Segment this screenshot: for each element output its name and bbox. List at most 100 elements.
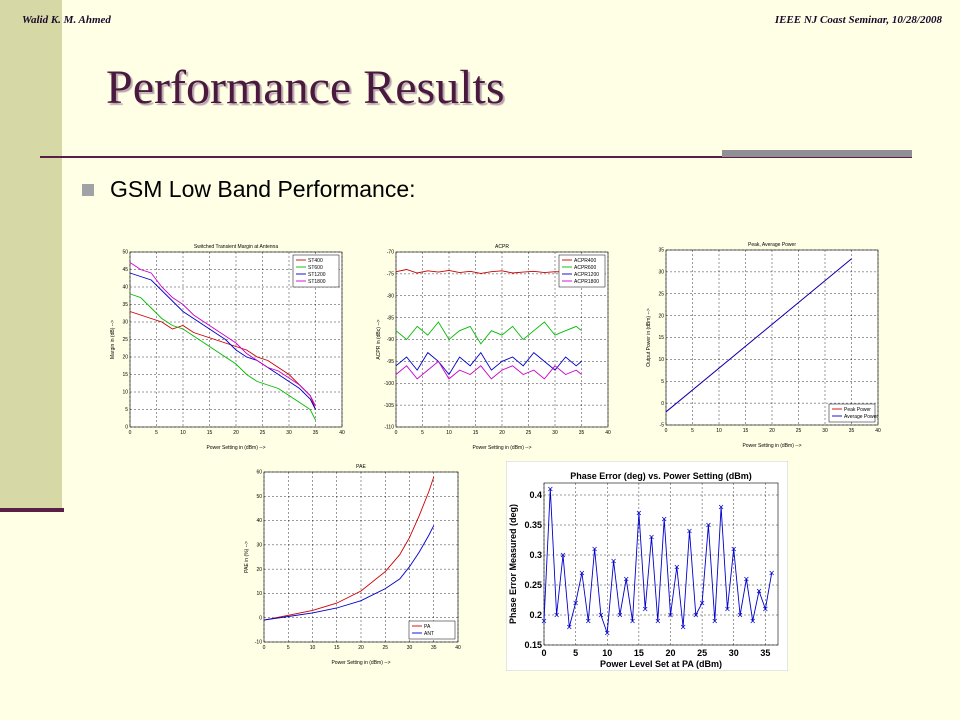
data-point-marker — [712, 618, 718, 624]
x-tick-label: 35 — [313, 430, 319, 436]
chart-transient-margin: 0 5 10 15 20 25 30 35 40 0 5 10 15 20 25 30 35 40 45 50 Swit… — [108, 238, 348, 453]
x-tick-label: 25 — [382, 645, 388, 651]
y-tick-label: 50 — [122, 250, 128, 256]
x-tick-label: 30 — [822, 428, 828, 434]
series-line — [129, 262, 316, 407]
series-line — [665, 258, 852, 413]
y-tick-label: 15 — [122, 372, 128, 378]
x-tick-label: 5 — [691, 428, 694, 434]
legend-label: ACPR400 — [574, 258, 596, 264]
legend-label: Peak Power — [844, 407, 871, 413]
y-tick-label: -110 — [384, 425, 394, 431]
data-point-marker — [763, 606, 768, 612]
x-tick-label: 10 — [310, 645, 316, 651]
legend-box — [408, 620, 456, 640]
x-tick-label: 5 — [421, 430, 424, 436]
y-tick-label: 10 — [256, 591, 262, 597]
x-tick-label: 25 — [796, 428, 802, 434]
chart-phase-error: 0 5 10 15 20 25 30 35 0.15 0.2 0.25 0.3 0.35 0.4 Phase… — [505, 460, 789, 672]
data-point-marker — [668, 612, 673, 618]
y-tick-label: 35 — [658, 248, 664, 254]
y-tick-label: 0.15 — [524, 640, 542, 650]
x-tick-label: 15 — [334, 645, 340, 651]
y-tick-label: -70 — [387, 250, 394, 256]
x-tick-label: 15 — [207, 430, 213, 436]
series-line — [395, 351, 582, 376]
data-point-marker — [687, 528, 692, 534]
y-tick-label: -75 — [387, 272, 394, 278]
x-tick-label: 25 — [260, 430, 266, 436]
y-tick-label: 30 — [658, 270, 664, 276]
data-point-marker — [731, 546, 736, 552]
data-point-marker — [642, 606, 648, 612]
data-point-marker — [586, 618, 591, 624]
bullet-text: GSM Low Band Performance: — [110, 176, 416, 202]
x-tick-label: 10 — [716, 428, 722, 434]
x-tick-label: 20 — [499, 430, 505, 436]
y-tick-label: -10 — [255, 640, 262, 646]
y-tick-label: -85 — [387, 315, 394, 321]
x-tick-label: 15 — [634, 648, 644, 658]
x-tick-label: 40 — [455, 645, 461, 651]
y-tick-label: 0.4 — [529, 490, 542, 500]
y-tick-label: 10 — [122, 390, 128, 396]
x-tick-label: 0 — [263, 645, 266, 651]
data-point-marker — [674, 564, 680, 570]
y-tick-label: 20 — [658, 313, 664, 319]
x-tick-label: 30 — [552, 430, 558, 436]
x-tick-label: 20 — [769, 428, 775, 434]
y-tick-label: 20 — [256, 567, 262, 573]
chart-title: ACPR — [495, 244, 509, 250]
x-tick-label: 0 — [395, 430, 398, 436]
data-point-marker — [636, 510, 642, 516]
y-tick-label: -90 — [387, 337, 394, 343]
chart-title: Switched Transient Margin at Antenna — [194, 244, 278, 250]
data-point-marker — [617, 612, 623, 618]
data-point-marker — [604, 630, 610, 636]
data-point-marker — [611, 558, 616, 564]
y-tick-label: 40 — [256, 518, 262, 524]
x-axis-label: Power Setting in (dBm) --> — [331, 660, 390, 666]
y-tick-label: -105 — [384, 403, 394, 409]
data-point-marker — [541, 618, 547, 624]
title-rule — [40, 156, 912, 158]
series-line — [263, 525, 435, 621]
legend-label: ST400 — [308, 258, 323, 264]
bullet-item: GSM Low Band Performance: — [82, 176, 416, 203]
series-line — [129, 293, 316, 421]
y-tick-label: 40 — [122, 285, 128, 291]
y-axis-label: PAE in (%) --> — [244, 541, 250, 573]
legend-label: ANT — [424, 631, 434, 637]
y-axis-label: Margin in (dB) --> — [110, 320, 116, 359]
legend-label: ST1200 — [308, 272, 326, 278]
legend-label: ST1800 — [308, 279, 326, 285]
data-point-marker — [554, 612, 559, 618]
data-point-marker — [548, 486, 553, 492]
chart-acpr: 0 5 10 15 20 25 30 35 40 -110 -105 -100 -95 -90 -85 -80… — [374, 238, 614, 453]
series-line — [263, 476, 435, 621]
y-tick-label: 0.3 — [529, 550, 542, 560]
legend-label: PA — [424, 624, 431, 630]
data-point-marker — [693, 612, 699, 618]
x-tick-label: 25 — [697, 648, 707, 658]
y-tick-label: 0.25 — [524, 580, 542, 590]
series-line — [395, 321, 582, 345]
y-tick-label: 30 — [256, 543, 262, 549]
data-point-marker — [567, 624, 572, 630]
x-tick-label: 0 — [129, 430, 132, 436]
x-tick-label: 20 — [233, 430, 239, 436]
data-point-marker — [598, 612, 604, 618]
chart-title: Peak, Average Power — [748, 242, 796, 248]
y-tick-label: 0.2 — [529, 610, 542, 620]
x-tick-label: 30 — [407, 645, 413, 651]
chart-title: PAE — [356, 464, 366, 470]
data-point-marker — [579, 570, 585, 576]
data-point-marker — [592, 546, 597, 552]
y-axis-label: ACPR in (dBc) --> — [376, 319, 382, 359]
x-tick-label: 40 — [875, 428, 881, 434]
data-point-marker — [680, 624, 686, 630]
data-point-marker — [718, 504, 724, 510]
x-tick-label: 15 — [743, 428, 749, 434]
bullet-square-icon — [82, 183, 94, 196]
